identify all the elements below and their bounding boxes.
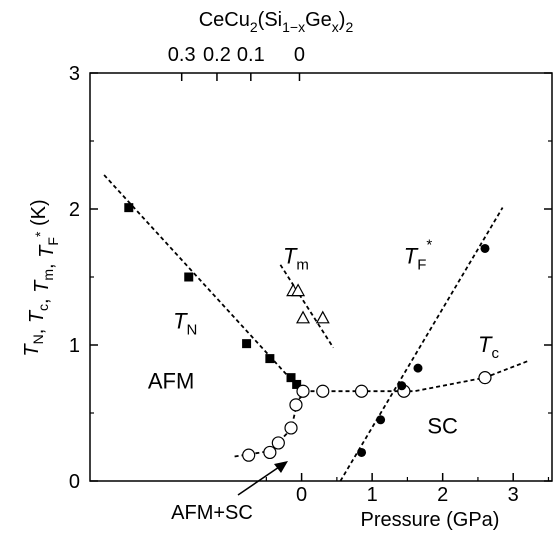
point-tf [480, 243, 490, 253]
point-tn [124, 203, 134, 213]
afm-sc-arrow [237, 464, 283, 496]
point-tc [271, 436, 285, 450]
y-tick-label: 1 [69, 335, 80, 357]
point-tf [376, 415, 386, 425]
top-tick-label: 0.2 [203, 44, 231, 66]
top-axis-title: CeCu2(Si1−xGex)2 [199, 9, 354, 35]
point-tc [478, 371, 492, 385]
point-tc [289, 398, 303, 412]
label-afm: AFM [148, 369, 194, 394]
x-tick-label: 0 [296, 484, 307, 506]
afm-sc-arrowhead [274, 461, 288, 473]
x-axis-label: Pressure (GPa) [361, 509, 500, 531]
point-tn [292, 379, 302, 389]
point-tc [354, 384, 369, 398]
point-tf [397, 381, 407, 391]
plot-frame [89, 72, 553, 482]
label-sc: SC [427, 413, 458, 438]
y-tick-label: 2 [69, 199, 80, 221]
label-tm: Tm [283, 243, 309, 273]
y-axis-label: TN, Tc, Tm, TF* (K) [21, 199, 61, 356]
x-tick-label: 3 [508, 484, 519, 506]
point-tc [296, 384, 310, 398]
fit-line-tf [339, 207, 504, 482]
point-tn [242, 339, 252, 349]
point-tc [263, 445, 277, 460]
top-tick-label: 0.3 [168, 44, 196, 66]
data-points [124, 203, 492, 462]
fit-line-tn [103, 174, 299, 388]
afm-sc-annotation: AFM+SC [171, 461, 288, 524]
fit-line-tm [279, 264, 335, 349]
point-tn [265, 354, 275, 364]
x-tick-label: 1 [367, 484, 378, 506]
point-tm [296, 310, 311, 324]
region-labels: TN Tm TF* Tc AFM SC [148, 236, 500, 438]
y-tick-label: 3 [69, 63, 80, 85]
top-tick-label: 0 [294, 44, 305, 66]
afm-sc-label: AFM+SC [171, 502, 253, 524]
point-tf [413, 363, 423, 373]
point-tc [242, 448, 256, 462]
point-tn [184, 272, 194, 282]
label-tc: Tc [478, 332, 499, 362]
label-tn: TN [173, 309, 197, 339]
point-tc [284, 421, 298, 435]
point-tn [286, 373, 296, 383]
x-tick-label: 2 [437, 484, 448, 506]
top-tick-label: 0.1 [237, 44, 265, 66]
label-tf: TF* [404, 236, 433, 273]
fit-lines [103, 174, 528, 482]
point-tm [291, 283, 306, 297]
point-tf [357, 447, 367, 457]
point-tm [315, 310, 330, 324]
point-tc [316, 384, 330, 398]
axes: 0 1 2 3 0 1 2 3 0.3 0.2 0.1 0 [69, 44, 553, 506]
y-tick-label: 0 [69, 471, 80, 493]
